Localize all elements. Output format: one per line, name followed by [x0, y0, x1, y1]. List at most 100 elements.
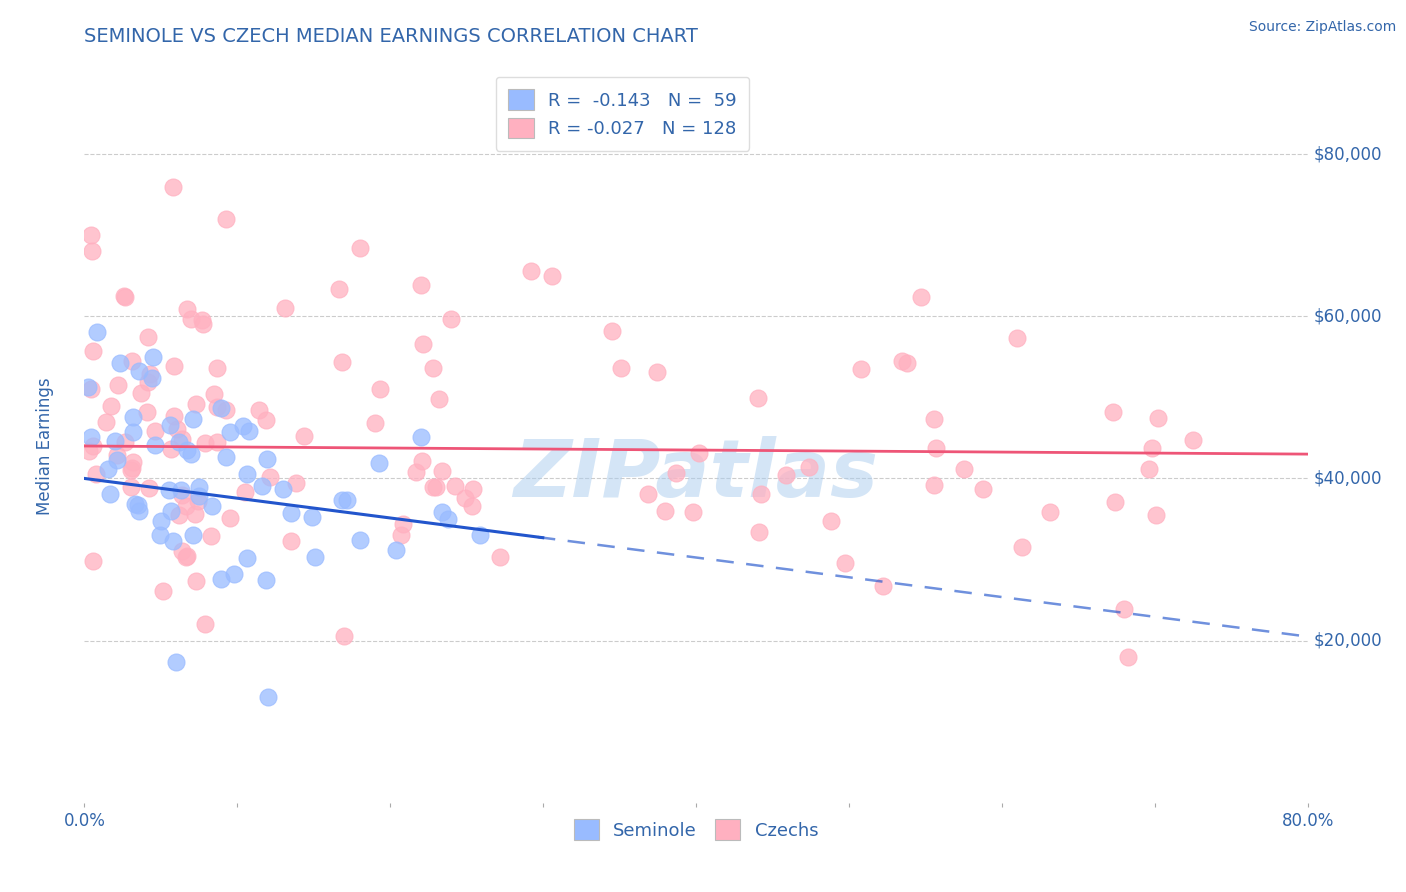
- Point: [849, 362, 872, 376]
- Text: $40,000: $40,000: [1313, 469, 1382, 487]
- Point: [136, 330, 159, 344]
- Point: [193, 318, 215, 332]
- Point: [391, 528, 413, 542]
- Point: [152, 584, 174, 599]
- Point: [136, 404, 159, 418]
- Point: [121, 480, 143, 494]
- Point: [104, 434, 127, 449]
- Point: [280, 506, 302, 520]
- Point: [924, 478, 946, 492]
- Point: [1112, 602, 1135, 616]
- Point: [432, 464, 454, 478]
- Text: $20,000: $20,000: [1313, 632, 1382, 649]
- Point: [80, 382, 103, 396]
- Point: [128, 364, 150, 378]
- Point: [391, 517, 413, 532]
- Point: [165, 655, 187, 669]
- Point: [654, 504, 676, 518]
- Point: [181, 411, 204, 425]
- Point: [409, 278, 432, 293]
- Point: [437, 512, 460, 526]
- Point: [304, 549, 326, 564]
- Point: [100, 399, 122, 413]
- Point: [610, 361, 633, 376]
- Point: [96, 415, 118, 429]
- Point: [80, 430, 103, 444]
- Point: [444, 479, 467, 493]
- Point: [150, 514, 173, 528]
- Point: [163, 409, 186, 424]
- Point: [541, 268, 564, 283]
- Point: [257, 690, 280, 705]
- Point: [222, 566, 245, 581]
- Point: [143, 424, 166, 438]
- Point: [834, 556, 856, 570]
- Point: [925, 441, 948, 455]
- Point: [205, 434, 228, 449]
- Point: [236, 467, 259, 482]
- Point: [98, 487, 121, 501]
- Point: [172, 544, 194, 558]
- Point: [688, 445, 710, 459]
- Point: [427, 392, 450, 406]
- Point: [247, 403, 270, 417]
- Point: [254, 573, 277, 587]
- Point: [219, 511, 242, 525]
- Text: $60,000: $60,000: [1313, 307, 1382, 326]
- Point: [235, 484, 257, 499]
- Point: [187, 494, 209, 508]
- Point: [162, 180, 184, 194]
- Point: [80, 228, 103, 243]
- Point: [271, 482, 294, 496]
- Point: [82, 438, 104, 452]
- Point: [169, 508, 191, 522]
- Point: [749, 487, 772, 501]
- Point: [159, 504, 181, 518]
- Point: [129, 386, 152, 401]
- Point: [82, 244, 104, 259]
- Text: Source: ZipAtlas.com: Source: ZipAtlas.com: [1249, 20, 1396, 34]
- Point: [207, 400, 229, 414]
- Point: [215, 211, 238, 226]
- Point: [128, 504, 150, 518]
- Point: [166, 422, 188, 436]
- Point: [194, 616, 217, 631]
- Point: [170, 488, 193, 502]
- Point: [215, 403, 238, 417]
- Point: [205, 361, 228, 376]
- Point: [174, 550, 197, 565]
- Point: [145, 438, 167, 452]
- Point: [890, 354, 912, 368]
- Point: [105, 448, 128, 462]
- Point: [202, 387, 225, 401]
- Point: [127, 498, 149, 512]
- Point: [256, 452, 278, 467]
- Point: [97, 461, 120, 475]
- Point: [896, 356, 918, 370]
- Point: [170, 433, 193, 447]
- Point: [209, 573, 232, 587]
- Point: [122, 455, 145, 469]
- Point: [114, 435, 136, 450]
- Point: [454, 491, 477, 505]
- Point: [330, 355, 353, 369]
- Point: [1144, 508, 1167, 522]
- Point: [405, 465, 427, 479]
- Point: [1146, 411, 1168, 425]
- Point: [664, 467, 686, 481]
- Point: [114, 290, 136, 304]
- Point: [159, 442, 181, 457]
- Point: [1104, 495, 1126, 509]
- Point: [141, 371, 163, 385]
- Point: [422, 480, 444, 494]
- Point: [1101, 405, 1123, 419]
- Point: [194, 435, 217, 450]
- Point: [1118, 649, 1140, 664]
- Point: [600, 324, 623, 338]
- Point: [519, 263, 541, 277]
- Point: [139, 368, 162, 382]
- Point: [187, 490, 209, 504]
- Point: [922, 412, 945, 426]
- Point: [163, 359, 186, 373]
- Point: [364, 416, 387, 430]
